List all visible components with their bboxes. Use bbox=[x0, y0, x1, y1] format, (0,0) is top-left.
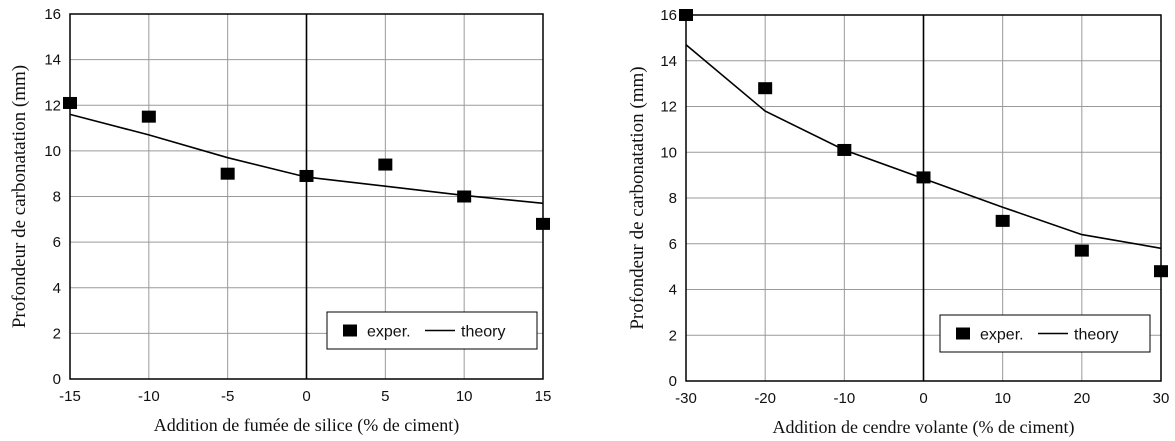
y-tick-label: 6 bbox=[53, 234, 61, 251]
theory-line bbox=[685, 44, 1162, 250]
y-tick-label: 2 bbox=[53, 325, 61, 342]
exper-point bbox=[679, 9, 693, 21]
x-tick-label: 20 bbox=[1073, 390, 1090, 407]
x-tick-label: -10 bbox=[833, 390, 855, 407]
x-tick-label: 0 bbox=[919, 390, 927, 407]
chart-left: -15 -10 -5 0 5 10 15 0 2 4 6 8 10 12 14 16 Addition de f… bbox=[9, 6, 551, 436]
exper-point bbox=[299, 169, 314, 182]
exper-point bbox=[141, 110, 156, 123]
x-tick-label: 10 bbox=[456, 388, 473, 405]
exper-point bbox=[220, 167, 235, 180]
exper-point bbox=[1074, 244, 1089, 257]
exper-point bbox=[536, 217, 550, 230]
x-axis-label: Addition de fumée de silice (% de ciment… bbox=[154, 415, 459, 436]
y-tick-label: 14 bbox=[44, 52, 61, 69]
y-tick-label: 8 bbox=[53, 189, 61, 206]
legend: exper. theory bbox=[939, 314, 1151, 353]
x-tick-label: -15 bbox=[59, 388, 81, 405]
legend: exper. theory bbox=[326, 311, 538, 350]
plot-frame bbox=[685, 14, 1162, 382]
y-tick-label: 10 bbox=[660, 144, 677, 161]
chart-right: -30 -20 -10 0 10 20 30 0 2 4 6 8 10 12 14 16 Addition de… bbox=[627, 7, 1169, 438]
x-tick-label: 10 bbox=[994, 390, 1011, 407]
legend-label-theory: theory bbox=[461, 324, 505, 341]
y-axis-label: Profondeur de carbonatation (mm) bbox=[9, 65, 30, 328]
x-axis-label: Addition de cendre volante (% de ciment) bbox=[773, 417, 1075, 438]
x-tick-label: -10 bbox=[138, 388, 160, 405]
exper-point bbox=[63, 96, 77, 109]
x-tick-label: -20 bbox=[754, 390, 776, 407]
y-axis-label: Profondeur de carbonatation (mm) bbox=[627, 66, 648, 329]
y-tick-label: 10 bbox=[44, 143, 61, 160]
exper-point bbox=[995, 214, 1010, 227]
legend-label-exper: exper. bbox=[367, 324, 411, 341]
y-tick-label: 2 bbox=[669, 327, 677, 344]
y-tick-label: 4 bbox=[669, 282, 677, 299]
y-tick-label: 0 bbox=[53, 371, 61, 388]
y-tick-label: 6 bbox=[669, 236, 677, 253]
plot-frame bbox=[69, 13, 544, 380]
legend-marker-swatch bbox=[343, 324, 357, 337]
x-tick-label: 15 bbox=[535, 388, 552, 405]
y-tick-label: 16 bbox=[44, 6, 61, 23]
y-tick-label: 12 bbox=[660, 99, 677, 116]
exper-point bbox=[457, 190, 472, 203]
x-tick-label: -30 bbox=[675, 390, 697, 407]
exper-point bbox=[1154, 265, 1168, 278]
y-tick-label: 0 bbox=[669, 373, 677, 390]
x-tick-label: 5 bbox=[381, 388, 389, 405]
theory-line bbox=[69, 113, 544, 205]
y-tick-label: 12 bbox=[44, 97, 61, 114]
y-tick-label: 8 bbox=[669, 190, 677, 207]
x-tick-label: 0 bbox=[302, 388, 310, 405]
legend-label-theory: theory bbox=[1074, 327, 1118, 344]
y-tick-label: 16 bbox=[660, 7, 677, 24]
exper-point bbox=[758, 82, 773, 95]
x-tick-label: 30 bbox=[1153, 390, 1170, 407]
legend-label-exper: exper. bbox=[980, 327, 1024, 344]
y-tick-label: 4 bbox=[53, 280, 61, 297]
legend-marker-swatch bbox=[956, 327, 970, 340]
y-tick-label: 14 bbox=[660, 53, 677, 70]
exper-point bbox=[378, 158, 393, 171]
x-tick-label: -5 bbox=[221, 388, 234, 405]
